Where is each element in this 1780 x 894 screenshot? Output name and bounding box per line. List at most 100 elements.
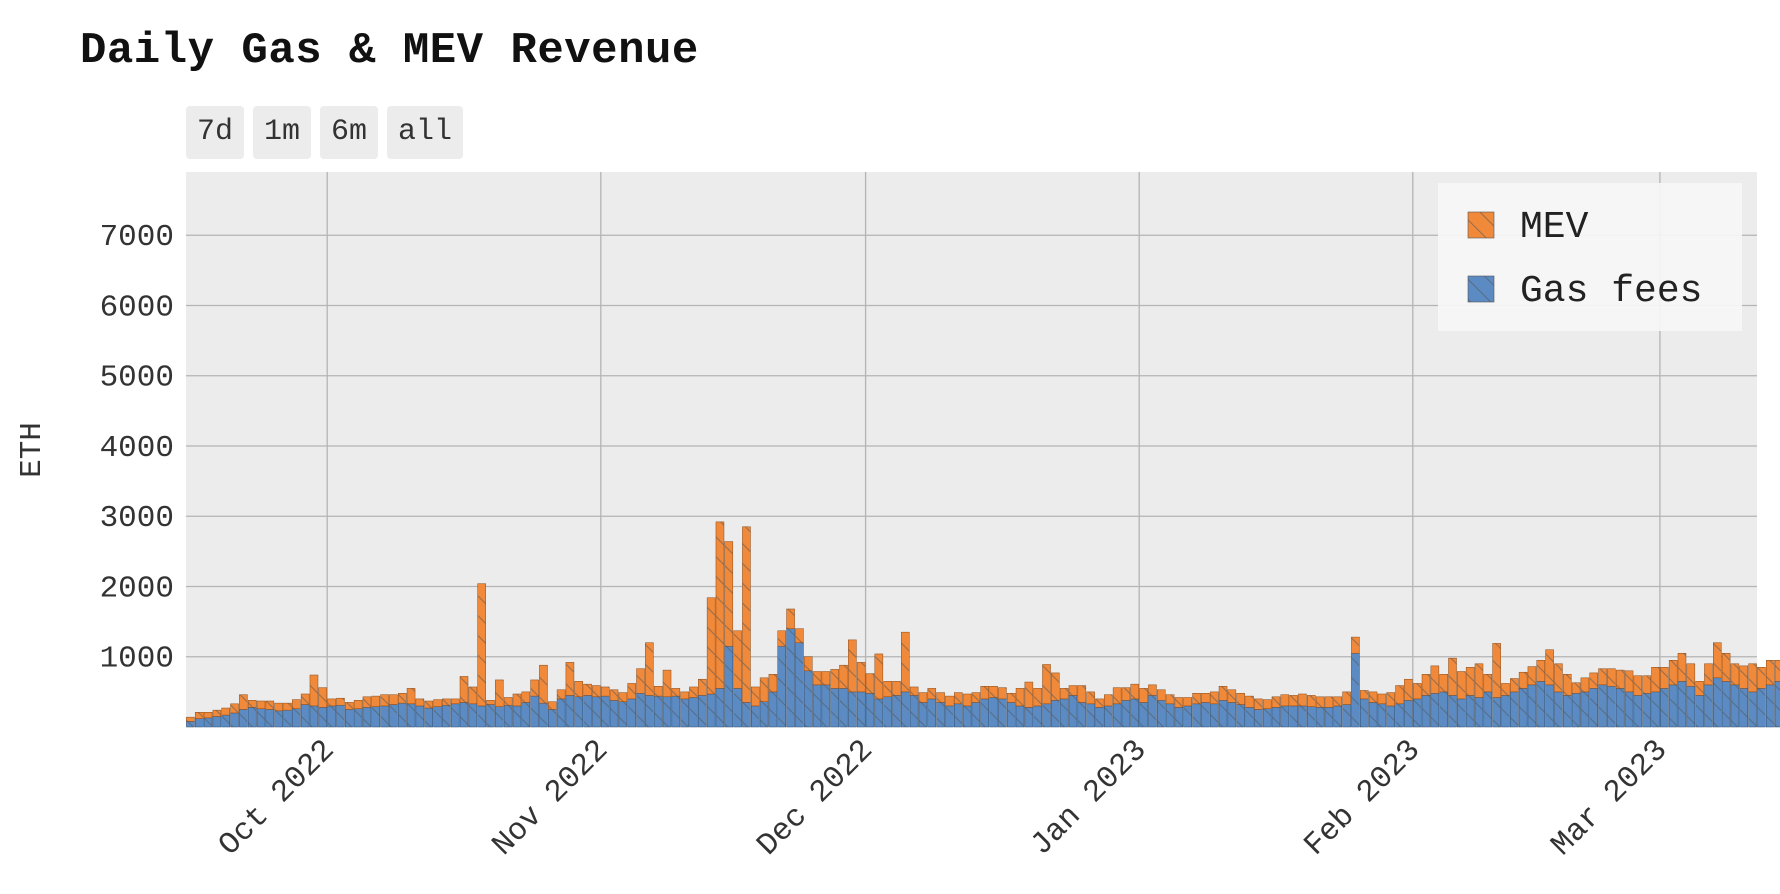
gas-bar-hatch: [371, 706, 380, 727]
gas-bar-hatch: [1492, 697, 1501, 727]
mev-bar-hatch: [1404, 679, 1413, 701]
mev-bar-hatch: [1271, 696, 1281, 708]
gas-bar-hatch: [1633, 695, 1642, 727]
gas-bar-hatch: [1051, 700, 1060, 727]
mev-bar-hatch: [512, 693, 521, 706]
range-all-button[interactable]: all: [387, 106, 464, 159]
gas-bar-hatch: [424, 708, 433, 727]
gas-bar-hatch: [318, 707, 327, 727]
gas-bar-hatch: [221, 715, 230, 727]
mev-bar-hatch: [671, 688, 680, 697]
mev-bar-hatch: [1227, 689, 1236, 703]
mev-bar-hatch: [1024, 682, 1033, 708]
gas-bar-hatch: [865, 693, 875, 727]
mev-bar-hatch: [1148, 684, 1157, 696]
range-6m-button[interactable]: 6m: [320, 106, 379, 159]
mev-bar-hatch: [495, 679, 504, 707]
mev-bar-hatch: [980, 686, 989, 699]
gas-bar-hatch: [354, 708, 363, 727]
gas-bar-hatch: [901, 691, 910, 727]
gas-bar-hatch: [1457, 698, 1466, 727]
gas-bar-hatch: [654, 696, 663, 727]
gas-bar-hatch: [283, 710, 292, 727]
mev-bar-hatch: [768, 674, 777, 692]
gas-bar-hatch: [1351, 653, 1360, 727]
mev-bar-hatch: [1033, 688, 1042, 706]
mev-bar-hatch: [1660, 667, 1669, 689]
legend[interactable]: MEV Gas fees: [1438, 183, 1742, 331]
mev-bar-hatch: [195, 712, 204, 719]
mev-bar-hatch: [1263, 699, 1272, 709]
gas-bar-hatch: [1536, 681, 1545, 727]
gas-bar-hatch: [689, 697, 698, 727]
mev-bar-hatch: [662, 670, 672, 697]
gas-bar-hatch: [1748, 691, 1757, 727]
mev-bar-hatch: [565, 662, 574, 696]
gas-bar-hatch: [1280, 705, 1289, 727]
mev-bar-hatch: [1748, 663, 1757, 692]
mev-bar-hatch: [839, 665, 848, 689]
gas-bar-hatch: [548, 709, 557, 727]
mev-bar-hatch: [230, 703, 239, 713]
mev-bar-hatch: [204, 712, 213, 718]
gas-bar-hatch: [1307, 706, 1316, 727]
gas-bar-hatch: [610, 700, 619, 727]
gas-bar-hatch: [1695, 695, 1704, 727]
gas-bar-hatch: [618, 701, 627, 727]
gas-bar-hatch: [945, 705, 954, 727]
mev-bar-hatch: [530, 679, 539, 697]
mev-bar-hatch: [627, 683, 636, 699]
gas-bar-hatch: [336, 705, 345, 727]
mev-bar-hatch: [433, 699, 442, 707]
gas-bar-hatch: [1227, 702, 1236, 727]
mev-bar-hatch: [1616, 670, 1625, 689]
gas-bar-hatch: [680, 698, 689, 727]
mev-bar-hatch: [486, 700, 495, 705]
mev-bar-hatch: [742, 526, 751, 703]
gas-bar-hatch: [1404, 700, 1413, 727]
mev-bar-hatch: [1210, 691, 1219, 704]
gas-bar-hatch: [301, 704, 310, 727]
mev-bar-hatch: [1413, 683, 1422, 699]
gas-bar-hatch: [1722, 681, 1731, 727]
range-7d-button[interactable]: 7d: [186, 106, 245, 159]
gas-bar-hatch: [839, 688, 848, 727]
mev-bar-hatch: [901, 632, 910, 692]
gas-bar-hatch: [1766, 684, 1775, 727]
gas-bar-hatch: [1607, 686, 1616, 727]
mev-bar-hatch: [327, 698, 336, 706]
mev-bar-hatch: [1501, 683, 1510, 696]
mev-bar-hatch: [389, 694, 398, 705]
gas-bar-hatch: [468, 703, 477, 727]
gas-bar-hatch: [918, 702, 927, 727]
mev-bar-hatch: [301, 693, 310, 705]
gas-bar-hatch: [698, 695, 707, 727]
gas-bar-hatch: [1466, 695, 1475, 727]
mev-bar-hatch: [309, 675, 318, 706]
mev-bar-hatch: [1572, 682, 1581, 694]
grid-lines: [186, 172, 1757, 727]
mev-bar-hatch: [724, 541, 733, 647]
gas-bar-hatch: [989, 697, 998, 727]
gas-bar-hatch: [1527, 684, 1536, 727]
mev-bar-hatch: [1527, 666, 1536, 685]
mev-bar-hatch: [1068, 685, 1078, 696]
x-tick-label: Nov 2022: [486, 733, 616, 863]
gas-bar-hatch: [1068, 695, 1078, 727]
gas-bar-hatch: [186, 721, 195, 727]
mev-bar-hatch: [1157, 689, 1166, 701]
gas-bar-hatch: [1289, 705, 1298, 727]
mev-bar-hatch: [1324, 696, 1333, 708]
mev-bar-hatch: [380, 694, 389, 706]
gas-bar-hatch: [1563, 695, 1572, 727]
gas-bar-hatch: [707, 693, 716, 727]
mev-bar-hatch: [248, 700, 257, 708]
gas-bar-hatch: [733, 688, 742, 727]
mev-bar-hatch: [1077, 685, 1086, 703]
gas-bar-hatch: [1060, 698, 1069, 727]
mev-bar-hatch: [804, 656, 813, 671]
mev-bar-hatch: [1669, 660, 1678, 685]
range-1m-button[interactable]: 1m: [253, 106, 312, 159]
gas-bar-hatch: [742, 702, 751, 727]
